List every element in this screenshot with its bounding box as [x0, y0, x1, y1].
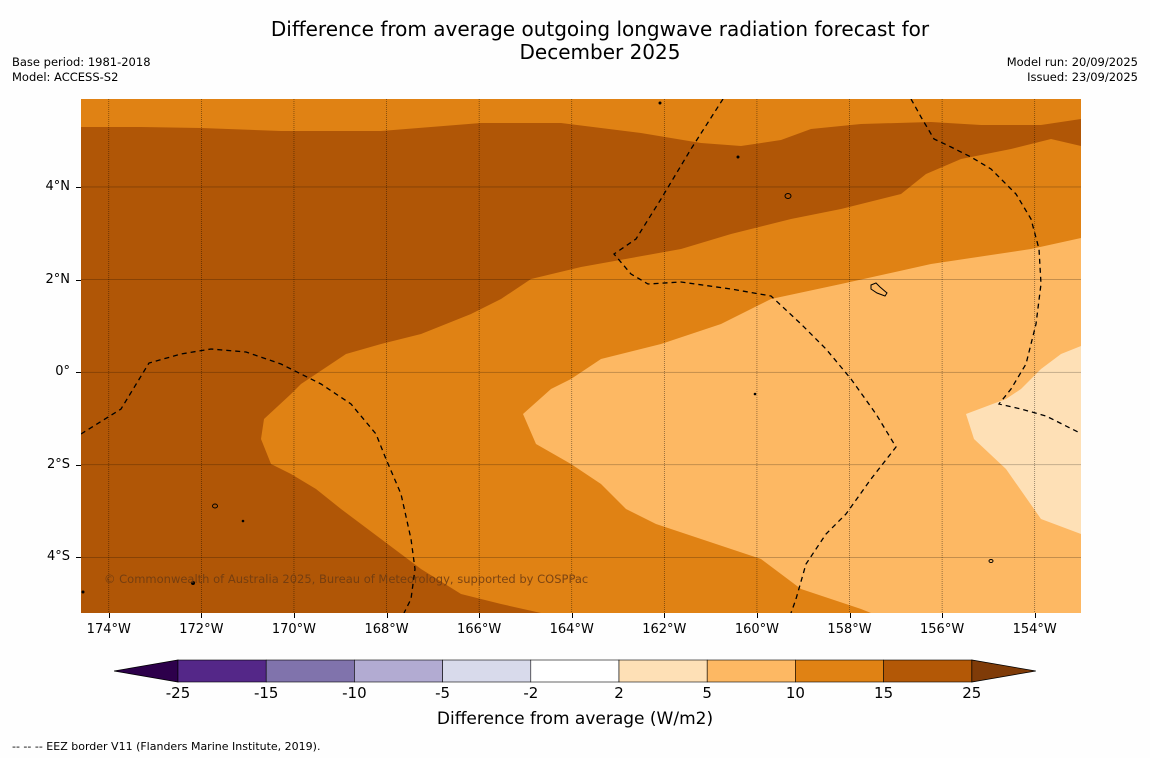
colorbar-under-arrow	[114, 659, 179, 683]
copyright-text: © Commonwealth of Australia 2025, Bureau…	[104, 572, 589, 586]
lon-label: 166°W	[457, 622, 502, 637]
lat-label: 4°S	[46, 549, 70, 565]
region-2-5	[966, 346, 1081, 534]
island	[988, 559, 994, 563]
lon-tick	[386, 613, 388, 618]
colorbar-segment	[795, 659, 884, 683]
region-top-band-10-15	[81, 99, 1081, 146]
lon-label: 168°W	[364, 622, 409, 637]
lon-label: 154°W	[1012, 622, 1057, 637]
base-period-text: Base period: 1981-2018	[12, 55, 151, 69]
lon-tick	[756, 613, 758, 618]
lat-label: 2°S	[46, 456, 70, 472]
lat-tick	[76, 464, 81, 466]
colorbar-tick-label: -10	[342, 684, 367, 702]
colorbar-segment	[354, 659, 443, 683]
eez-border-west	[81, 348, 416, 613]
colorbar	[114, 659, 1036, 683]
lat-tick	[76, 557, 81, 559]
colorbar-tick-label: 15	[874, 684, 894, 702]
colorbar-segment	[706, 659, 796, 683]
colorbar-tick-label: -25	[165, 684, 191, 702]
model-text: Model: ACCESS-S2	[12, 70, 119, 84]
island	[241, 519, 245, 523]
colorbar-tick-label: -15	[253, 684, 279, 702]
lon-label: 172°W	[179, 622, 224, 637]
lon-tick	[849, 613, 851, 618]
island	[658, 101, 662, 105]
colorbar-tick-label: -2	[523, 684, 539, 702]
colorbar-segment	[883, 659, 973, 683]
title-line-2: December 2025	[519, 40, 681, 64]
title-line-1: Difference from average outgoing longwav…	[270, 17, 930, 41]
island	[736, 155, 740, 159]
island	[81, 590, 85, 594]
chart-title: Difference from average outgoing longwav…	[200, 18, 1000, 64]
lat-tick	[76, 372, 81, 374]
colorbar-segment	[177, 659, 267, 683]
colorbar-tick-label: 25	[962, 684, 982, 702]
lon-label: 164°W	[549, 622, 594, 637]
island	[870, 282, 888, 297]
lat-label: 4°N	[45, 178, 71, 194]
island	[191, 581, 195, 585]
lon-label: 170°W	[271, 622, 317, 637]
lat-label: 0°	[55, 364, 70, 380]
lon-tick	[108, 613, 110, 618]
eez-borders	[81, 99, 1079, 613]
lon-tick	[479, 613, 481, 618]
lon-label: 158°W	[827, 622, 872, 637]
region-5-10	[523, 238, 1081, 613]
island	[784, 193, 792, 199]
colorbar-segment	[265, 659, 355, 683]
lon-tick	[942, 613, 944, 618]
issued-text: Issued: 23/09/2025	[1027, 70, 1138, 84]
olr-anomaly-map	[81, 99, 1081, 613]
colorbar-tick-label: 2	[614, 684, 624, 702]
lon-label: 162°W	[642, 622, 687, 637]
model-run-text: Model run: 20/09/2025	[1006, 55, 1138, 69]
colorbar-segment	[618, 659, 708, 683]
lon-tick	[201, 613, 203, 618]
colorbar-segment	[442, 659, 532, 683]
eez-border-central	[613, 99, 897, 613]
island	[753, 392, 757, 396]
lon-label: 156°W	[920, 622, 965, 637]
lon-tick	[293, 613, 295, 618]
meta-right: Model run: 20/09/2025 Issued: 23/09/2025	[1007, 55, 1138, 85]
map-gridlines	[81, 99, 1081, 613]
colorbar-over-arrow	[971, 659, 1036, 683]
colorbar-tick-label: -5	[435, 684, 451, 702]
colorbar-segment	[530, 659, 620, 683]
lat-label: 2°N	[45, 271, 71, 287]
island	[212, 503, 218, 509]
colorbar-title: Difference from average (W/m2)	[436, 709, 714, 729]
eez-border-east	[910, 99, 1079, 433]
lon-tick	[664, 613, 666, 618]
meta-left: Base period: 1981-2018 Model: ACCESS-S2	[12, 55, 151, 85]
lon-label: 174°W	[86, 622, 131, 637]
lon-tick	[571, 613, 573, 618]
lon-tick	[1034, 613, 1036, 618]
colorbar-tick-label: 10	[785, 684, 805, 702]
lat-tick	[76, 279, 81, 281]
colorbar-tick-label: 5	[702, 684, 712, 702]
lat-tick	[76, 186, 81, 188]
eez-legend-note: -- -- -- EEZ border V11 (Flanders Marine…	[12, 740, 321, 753]
lon-label: 160°W	[734, 622, 779, 637]
islands	[81, 101, 994, 594]
